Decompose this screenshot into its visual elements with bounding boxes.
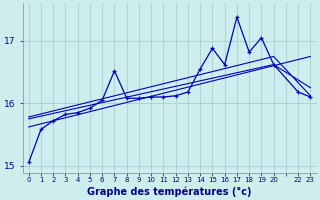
X-axis label: Graphe des températures (°c): Graphe des températures (°c) [87,186,252,197]
